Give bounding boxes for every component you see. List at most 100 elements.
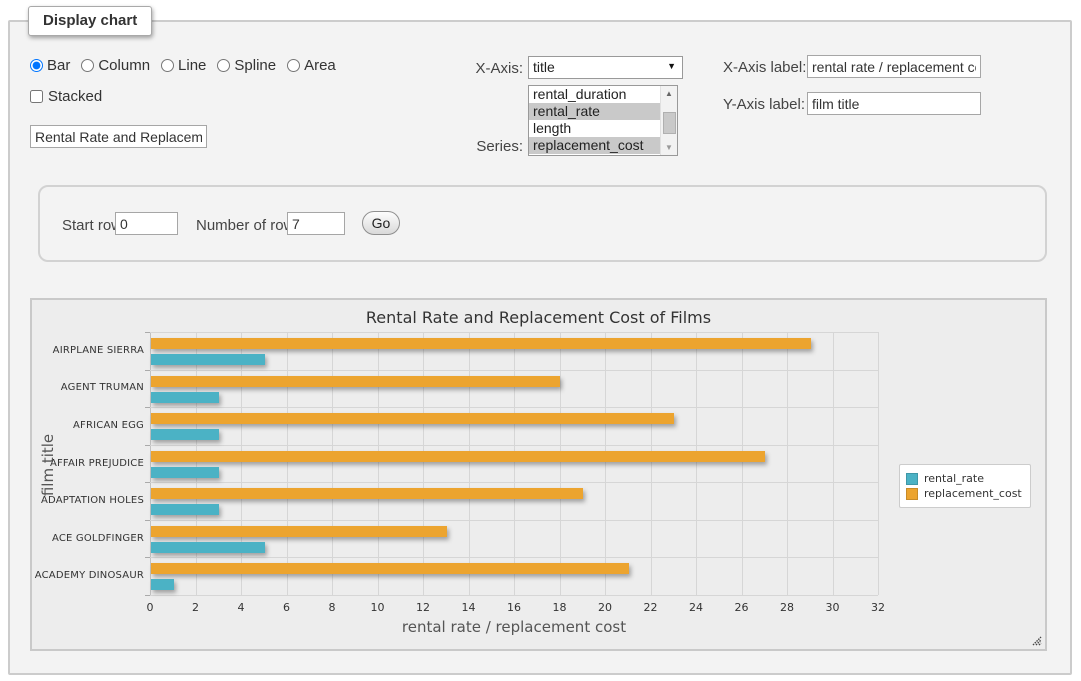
chart-type-radio-spline[interactable] [217,59,230,72]
gridline-horizontal [150,332,878,333]
x-tick-label: 16 [499,601,529,614]
x-tick-label: 24 [681,601,711,614]
category-label: ACE GOLDFINGER [14,533,144,545]
chart-title: Rental Rate and Replacement Cost of Film… [32,308,1045,327]
series-options: rental_durationrental_ratelengthreplacem… [529,86,660,154]
bar-replacement_cost [151,526,447,537]
x-tick-label: 28 [772,601,802,614]
chart-type-label-bar: Bar [47,57,70,74]
x-tick-label: 22 [636,601,666,614]
legend-swatch [906,473,918,485]
y-axis-tick [145,595,150,596]
bar-replacement_cost [151,563,629,574]
page: Display chart BarColumnLineSplineArea St… [0,0,1081,681]
chart-type-radio-area[interactable] [287,59,300,72]
gridline-vertical [833,332,834,595]
series-option-replacement_cost[interactable]: replacement_cost [529,137,660,154]
gridline-vertical [196,332,197,595]
gridline-horizontal [150,595,878,596]
chart-type-label-line: Line [178,57,206,74]
stacked-checkbox-row: Stacked [30,88,102,105]
bar-rental_rate [151,354,265,365]
x-axis-label-input[interactable] [807,55,981,78]
gridline-vertical [378,332,379,595]
series-option-rental_duration[interactable]: rental_duration [529,86,660,103]
x-tick-label: 10 [363,601,393,614]
gridline-vertical [332,332,333,595]
gridline-vertical [696,332,697,595]
bar-rental_rate [151,467,219,478]
gridline-horizontal [150,482,878,483]
scroll-down-icon[interactable]: ▼ [661,140,677,155]
go-button[interactable]: Go [362,211,400,235]
gridline-vertical [560,332,561,595]
gridline-vertical [514,332,515,595]
gridline-vertical [423,332,424,595]
y-axis-tick [145,370,150,371]
y-axis-label-caption: Y-Axis label: [723,96,805,113]
chart-title-input[interactable] [30,125,207,148]
resize-handle-icon[interactable] [1031,635,1042,646]
x-tick-label: 4 [226,601,256,614]
chart-type-radio-column[interactable] [81,59,94,72]
x-tick-label: 2 [181,601,211,614]
y-axis-line [150,332,151,595]
x-tick-label: 8 [317,601,347,614]
series-option-length[interactable]: length [529,120,660,137]
series-listbox[interactable]: rental_durationrental_ratelengthreplacem… [528,85,678,156]
legend-swatch [906,488,918,500]
category-label: ACADEMY DINOSAUR [14,570,144,582]
chart-type-radio-group: BarColumnLineSplineArea [30,57,347,74]
legend-item-rental_rate[interactable]: rental_rate [906,472,1022,485]
gridline-horizontal [150,557,878,558]
x-axis-title: rental rate / replacement cost [150,618,878,636]
bar-rental_rate [151,504,219,515]
listbox-scrollbar[interactable]: ▲ ▼ [660,86,677,155]
y-axis-title: film title [39,405,57,525]
x-tick-label: 12 [408,601,438,614]
category-label: AFRICAN EGG [14,420,144,432]
x-tick-label: 18 [545,601,575,614]
bar-rental_rate [151,429,219,440]
num-rows-input[interactable] [287,212,345,235]
gridline-vertical [287,332,288,595]
gridline-horizontal [150,520,878,521]
chart-type-radio-line[interactable] [161,59,174,72]
series-option-rental_rate[interactable]: rental_rate [529,103,660,120]
start-row-input[interactable] [115,212,178,235]
stacked-checkbox[interactable] [30,90,43,103]
chevron-down-icon: ▼ [667,61,676,71]
gridline-horizontal [150,407,878,408]
chart-type-label-area: Area [304,57,336,74]
x-axis-select[interactable]: title ▼ [528,56,683,79]
gridline-vertical [878,332,879,595]
x-tick-label: 26 [727,601,757,614]
category-label: ADAPTATION HOLES [14,495,144,507]
chart-container: Rental Rate and Replacement Cost of Film… [30,298,1047,651]
scroll-up-icon[interactable]: ▲ [661,86,677,101]
category-label: AIRPLANE SIERRA [14,345,144,357]
y-axis-tick [145,520,150,521]
y-axis-tick [145,332,150,333]
legend-item-replacement_cost[interactable]: replacement_cost [906,487,1022,500]
y-axis-tick [145,482,150,483]
scrollbar-thumb[interactable] [663,112,676,134]
y-axis-label-input[interactable] [807,92,981,115]
bar-replacement_cost [151,488,583,499]
bar-rental_rate [151,542,265,553]
y-axis-tick [145,445,150,446]
chart-type-radio-bar[interactable] [30,59,43,72]
x-tick-label: 6 [272,601,302,614]
x-tick-label: 32 [863,601,893,614]
gridline-horizontal [150,445,878,446]
x-tick-label: 14 [454,601,484,614]
gridline-horizontal [150,370,878,371]
x-tick-label: 30 [818,601,848,614]
gridline-vertical [605,332,606,595]
chart-type-label-column: Column [98,57,150,74]
gridline-vertical [742,332,743,595]
bar-replacement_cost [151,413,674,424]
bar-replacement_cost [151,338,811,349]
stacked-label: Stacked [48,88,102,105]
bar-replacement_cost [151,451,765,462]
